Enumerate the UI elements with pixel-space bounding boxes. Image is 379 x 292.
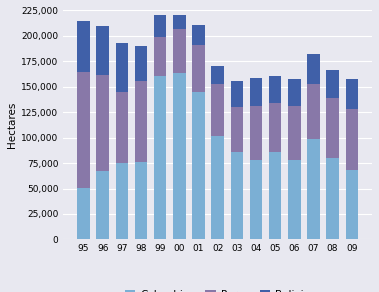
- Bar: [173, 29, 186, 73]
- Bar: [288, 79, 301, 106]
- Bar: [77, 72, 90, 188]
- Bar: [326, 157, 339, 239]
- Bar: [116, 92, 128, 163]
- Bar: [211, 136, 224, 239]
- Bar: [135, 162, 147, 239]
- Legend: Colombia, Peru, Bolivia: Colombia, Peru, Bolivia: [121, 286, 315, 292]
- Bar: [269, 103, 281, 152]
- Bar: [288, 106, 301, 160]
- Bar: [154, 15, 166, 37]
- Bar: [192, 92, 205, 239]
- Bar: [192, 45, 205, 92]
- Bar: [346, 170, 358, 239]
- Bar: [307, 139, 320, 239]
- Bar: [250, 78, 262, 106]
- Bar: [116, 163, 128, 239]
- Bar: [96, 171, 109, 239]
- Bar: [288, 160, 301, 239]
- Bar: [307, 84, 320, 139]
- Bar: [346, 109, 358, 170]
- Bar: [173, 73, 186, 239]
- Bar: [192, 25, 205, 45]
- Bar: [96, 26, 109, 75]
- Bar: [173, 15, 186, 29]
- Bar: [269, 152, 281, 239]
- Bar: [96, 75, 109, 171]
- Bar: [77, 188, 90, 239]
- Bar: [154, 37, 166, 77]
- Bar: [230, 81, 243, 107]
- Bar: [269, 76, 281, 103]
- Bar: [250, 160, 262, 239]
- Bar: [326, 98, 339, 157]
- Bar: [135, 46, 147, 81]
- Bar: [135, 81, 147, 162]
- Bar: [211, 66, 224, 84]
- Bar: [346, 79, 358, 109]
- Bar: [326, 70, 339, 98]
- Bar: [230, 107, 243, 152]
- Bar: [250, 106, 262, 160]
- Bar: [77, 21, 90, 72]
- Bar: [154, 77, 166, 239]
- Bar: [211, 84, 224, 136]
- Bar: [230, 152, 243, 239]
- Bar: [116, 43, 128, 92]
- Y-axis label: Hectares: Hectares: [7, 102, 17, 148]
- Bar: [307, 54, 320, 84]
